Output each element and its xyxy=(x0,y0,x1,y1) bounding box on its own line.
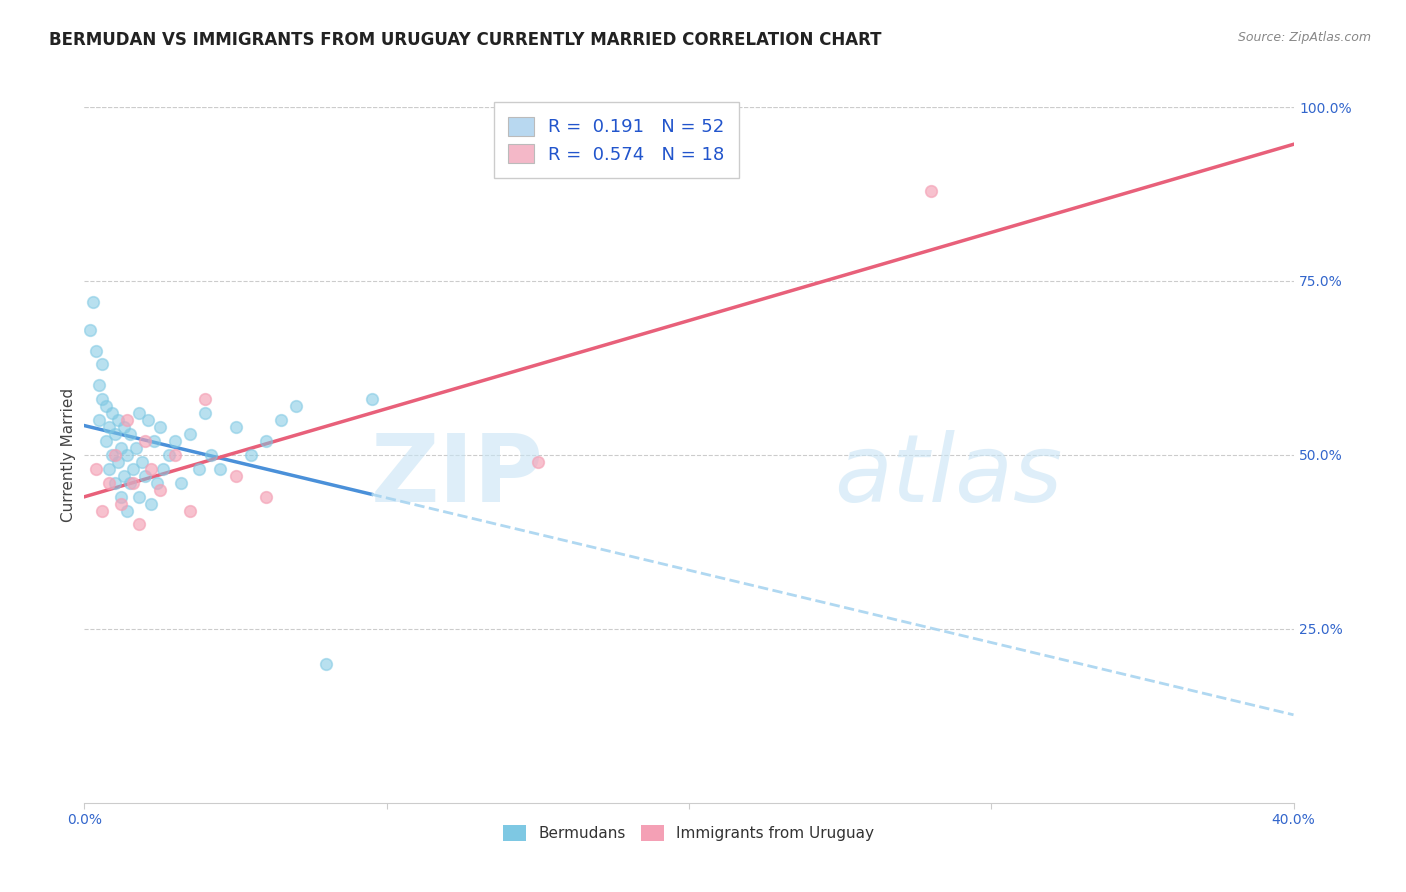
Point xyxy=(146,475,169,490)
Point xyxy=(118,475,141,490)
Point xyxy=(170,475,193,490)
Point xyxy=(131,455,153,469)
Point xyxy=(104,448,127,462)
Point xyxy=(107,413,129,427)
Point xyxy=(239,448,262,462)
Point xyxy=(104,475,127,490)
Point xyxy=(118,427,141,442)
Point xyxy=(139,462,162,476)
Point xyxy=(149,483,172,497)
Point xyxy=(920,184,942,198)
Point xyxy=(128,406,150,420)
Point xyxy=(179,503,201,517)
Point xyxy=(121,462,143,476)
Point xyxy=(115,413,138,427)
Point xyxy=(165,434,187,448)
Point xyxy=(82,294,104,309)
Point xyxy=(270,413,292,427)
Point xyxy=(121,475,143,490)
Point xyxy=(86,343,108,358)
Point xyxy=(104,427,127,442)
Point xyxy=(285,399,308,413)
Point xyxy=(179,427,201,442)
Point xyxy=(527,455,550,469)
Point xyxy=(225,468,247,483)
Text: BERMUDAN VS IMMIGRANTS FROM URUGUAY CURRENTLY MARRIED CORRELATION CHART: BERMUDAN VS IMMIGRANTS FROM URUGUAY CURR… xyxy=(49,31,882,49)
Point xyxy=(136,413,159,427)
Point xyxy=(89,378,111,392)
Point xyxy=(94,399,117,413)
Point xyxy=(97,475,120,490)
Point xyxy=(134,468,156,483)
Point xyxy=(94,434,117,448)
Point xyxy=(165,448,187,462)
Point xyxy=(112,420,135,434)
Point xyxy=(188,462,211,476)
Point xyxy=(254,490,277,504)
Point xyxy=(110,441,132,455)
Point xyxy=(139,497,162,511)
Point xyxy=(115,503,138,517)
Point xyxy=(112,468,135,483)
Text: atlas: atlas xyxy=(834,430,1063,521)
Point xyxy=(254,434,277,448)
Point xyxy=(89,413,111,427)
Point xyxy=(315,657,337,671)
Point xyxy=(225,420,247,434)
Point xyxy=(91,503,114,517)
Point xyxy=(125,441,148,455)
Point xyxy=(91,358,114,372)
Point xyxy=(200,448,222,462)
Point xyxy=(194,406,217,420)
Point xyxy=(360,392,382,407)
Point xyxy=(97,420,120,434)
Point xyxy=(209,462,232,476)
Point xyxy=(86,462,108,476)
Point xyxy=(110,490,132,504)
Point xyxy=(128,517,150,532)
Point xyxy=(115,448,138,462)
Text: Source: ZipAtlas.com: Source: ZipAtlas.com xyxy=(1237,31,1371,45)
Point xyxy=(194,392,217,407)
Point xyxy=(91,392,114,407)
Point xyxy=(149,420,172,434)
Point xyxy=(128,490,150,504)
Text: ZIP: ZIP xyxy=(371,430,544,522)
Point xyxy=(157,448,180,462)
Legend: Bermudans, Immigrants from Uruguay: Bermudans, Immigrants from Uruguay xyxy=(498,819,880,847)
Y-axis label: Currently Married: Currently Married xyxy=(60,388,76,522)
Point xyxy=(134,434,156,448)
Point xyxy=(107,455,129,469)
Point xyxy=(152,462,174,476)
Point xyxy=(110,497,132,511)
Point xyxy=(100,406,122,420)
Point xyxy=(142,434,165,448)
Point xyxy=(79,323,101,337)
Point xyxy=(100,448,122,462)
Point xyxy=(97,462,120,476)
